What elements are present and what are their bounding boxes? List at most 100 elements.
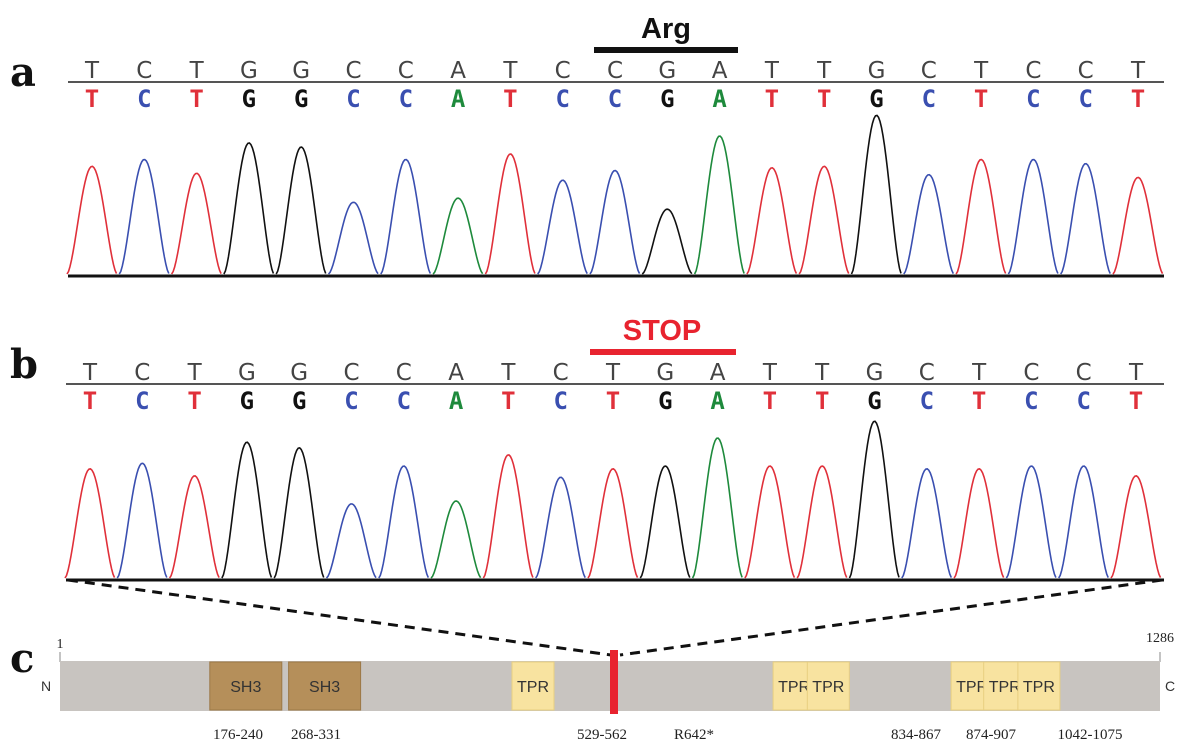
trace-peak [901, 468, 953, 579]
reference-base: T [816, 58, 832, 84]
reference-base: T [189, 58, 205, 84]
trace-peak [1060, 162, 1111, 275]
codon-label-b: STOP [623, 315, 701, 347]
panel-letter-a: a [10, 49, 36, 96]
trace-peak [484, 153, 536, 275]
domain-label: SH3 [309, 679, 340, 696]
trace-peak [1112, 176, 1164, 275]
called-base: T [85, 85, 99, 113]
trace-peak [118, 158, 170, 275]
trace-peak [430, 500, 482, 579]
reference-base: A [450, 58, 466, 84]
trace-peak [116, 462, 168, 579]
reference-base: G [658, 58, 676, 84]
trace-peak [1058, 465, 1109, 579]
trace-peak [64, 468, 116, 579]
reference-base: A [448, 360, 464, 386]
called-base: G [240, 387, 254, 415]
reference-base: G [290, 360, 308, 386]
reference-base: G [240, 58, 258, 84]
tpr-domain [511, 661, 555, 711]
protein-start-label: 1 [57, 637, 64, 652]
reference-base: C [607, 58, 623, 84]
called-base: C [920, 387, 934, 415]
called-base: A [710, 387, 725, 415]
trace-peak [691, 437, 743, 579]
reference-base: C [1078, 58, 1094, 84]
reference-base: T [814, 360, 830, 386]
called-base: G [292, 387, 306, 415]
reference-base: G [238, 360, 256, 386]
reference-base: C [398, 58, 414, 84]
reference-base: T [764, 58, 780, 84]
trace-a [66, 114, 1164, 275]
range-label: 834-867 [891, 727, 941, 743]
reference-base: C [553, 360, 569, 386]
tpr-domain [1017, 661, 1061, 711]
called-base: T [1131, 85, 1145, 113]
trace-peak [589, 169, 641, 275]
reference-base: T [500, 360, 516, 386]
reference-base: T [971, 360, 987, 386]
reference-base: G [292, 58, 310, 84]
called-base: C [555, 85, 569, 113]
called-base: A [451, 85, 466, 113]
called-base: T [189, 85, 203, 113]
trace-peak [798, 165, 850, 275]
trace-peak [66, 165, 118, 275]
tpr-domain [806, 661, 850, 711]
reference-base: C [343, 360, 359, 386]
called-base: T [606, 387, 620, 415]
called-base: C [397, 387, 411, 415]
called-base: C [346, 85, 360, 113]
sh3-domain [288, 661, 362, 711]
trace-peak [327, 201, 379, 275]
trace-peak [639, 465, 691, 579]
range-label: 1042-1075 [1058, 727, 1123, 743]
called-base: C [922, 85, 936, 113]
domain-label: TPR [956, 679, 988, 696]
reference-base: T [187, 360, 203, 386]
trace-peak [641, 208, 693, 275]
trace-peak [482, 454, 534, 579]
mutation-label: R642* [674, 727, 714, 743]
trace-peak [535, 476, 586, 579]
protein-diagram-panel-c: c 1 1286 N C SH3 SH3 TPR TPR TPR TPR TPR TPR 17… [10, 631, 1175, 743]
called-base: C [553, 387, 567, 415]
panel-letter-b: b [10, 341, 38, 388]
called-base: C [135, 387, 149, 415]
called-base: T [815, 387, 829, 415]
called-base: T [972, 387, 986, 415]
reference-base: T [605, 360, 621, 386]
range-label: 268-331 [291, 727, 341, 743]
trace-peak [168, 475, 220, 579]
called-base: C [137, 85, 151, 113]
trace-peak [325, 503, 377, 579]
domain-label: TPR [517, 679, 549, 696]
reference-base: G [656, 360, 674, 386]
reference-base: T [82, 360, 98, 386]
reference-base: C [1023, 360, 1039, 386]
protein-end-label: 1286 [1146, 631, 1174, 646]
reference-base: C [396, 360, 412, 386]
called-base: T [83, 387, 97, 415]
c-terminus-label: C [1165, 678, 1175, 694]
called-base: A [449, 387, 464, 415]
called-base: T [974, 85, 988, 113]
called-base: C [1024, 387, 1038, 415]
trace-peak [1110, 475, 1162, 579]
called-base: C [1078, 85, 1092, 113]
range-label: 529-562 [577, 727, 627, 743]
trace-peak [537, 179, 588, 275]
protein-domains: SH3 SH3 TPR TPR TPR TPR TPR TPR [209, 661, 1061, 711]
called-base: T [187, 387, 201, 415]
trace-peak [953, 468, 1005, 579]
called-base: C [399, 85, 413, 113]
trace-peak [275, 146, 327, 275]
trace-peak [796, 465, 848, 579]
zoom-line-left [67, 578, 612, 657]
